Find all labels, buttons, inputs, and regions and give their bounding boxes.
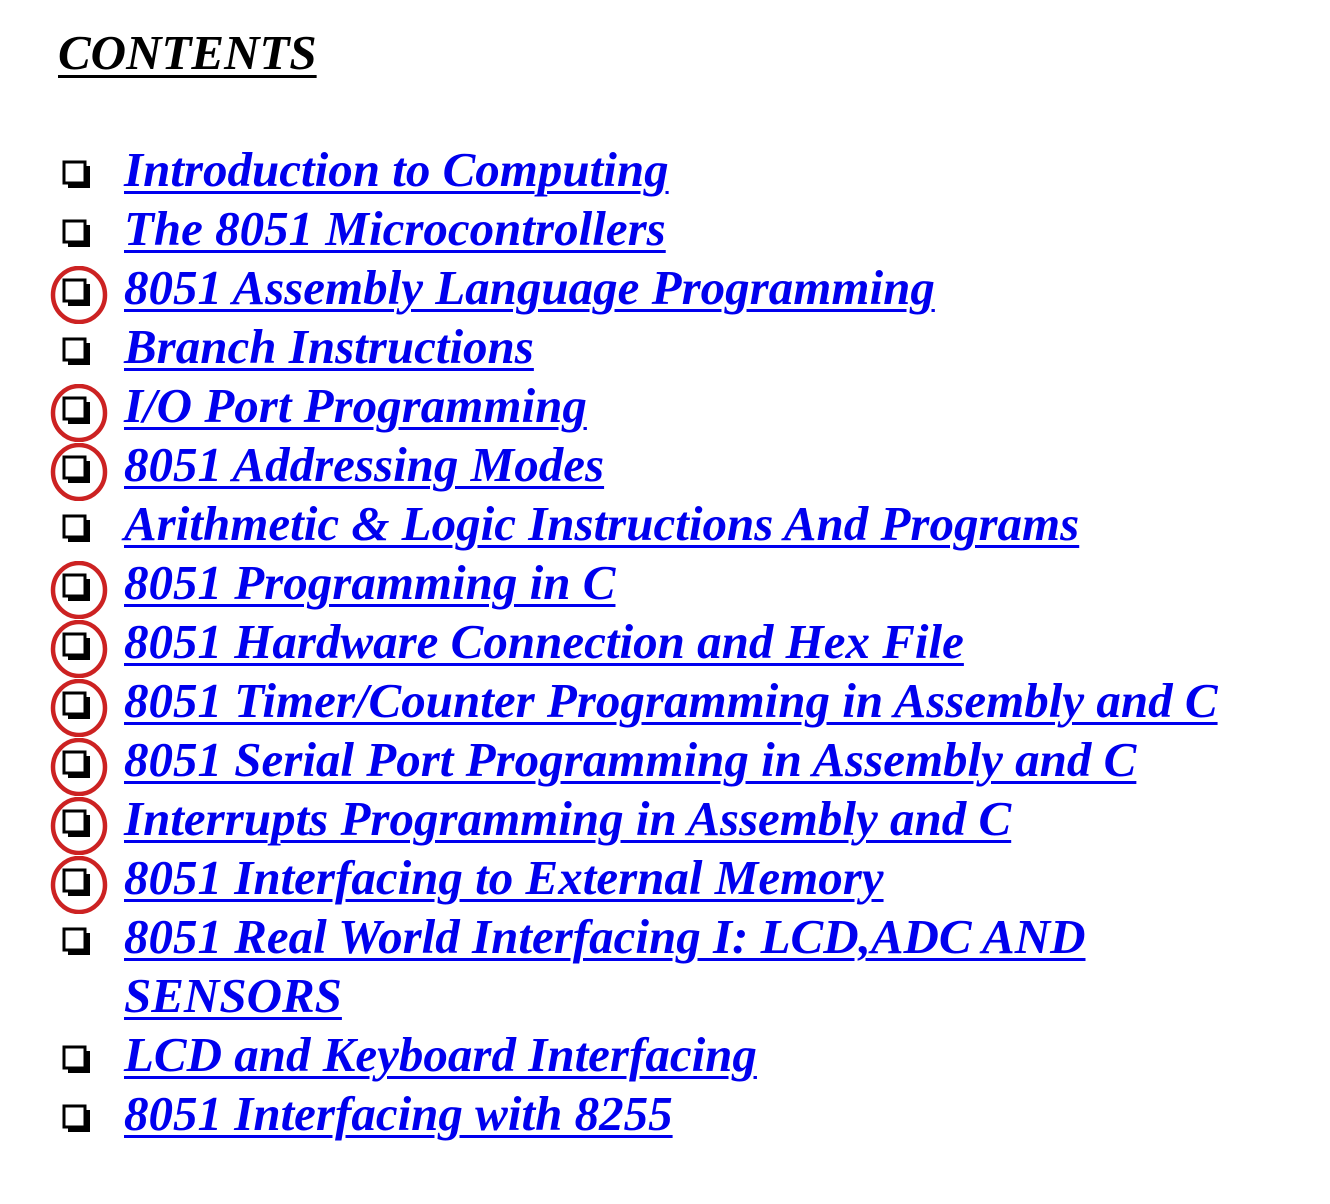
- checkbox-icon: [62, 573, 92, 603]
- red-circle-mark: [50, 856, 108, 914]
- toc-link[interactable]: Arithmetic & Logic Instructions And Prog…: [124, 496, 1080, 551]
- toc-link[interactable]: 8051 Assembly Language Programming: [124, 260, 935, 315]
- toc-item: 8051 Serial Port Programming in Assembly…: [0, 730, 1330, 796]
- red-circle-mark: [50, 443, 108, 501]
- toc-item: 8051 Real World Interfacing I: LCD,ADC A…: [0, 907, 1330, 1025]
- checkbox-icon: [62, 455, 92, 485]
- toc-link[interactable]: 8051 Serial Port Programming in Assembly…: [124, 732, 1137, 787]
- toc-item: 8051 Hardware Connection and Hex File: [0, 612, 1330, 678]
- toc-link[interactable]: Interrupts Programming in Assembly and C: [124, 791, 1012, 846]
- toc-link[interactable]: The 8051 Microcontrollers: [124, 201, 666, 256]
- toc-list: Introduction to Computing The 8051 Microc…: [0, 140, 1330, 1143]
- toc-item: 8051 Addressing Modes: [0, 435, 1330, 501]
- contents-heading: CONTENTS: [58, 25, 317, 80]
- red-circle-mark: [50, 738, 108, 796]
- checkbox-icon: [62, 868, 92, 898]
- checkbox-icon: [62, 750, 92, 780]
- checkbox-icon: [62, 160, 92, 190]
- toc-link[interactable]: Introduction to Computing: [124, 142, 669, 197]
- checkbox-icon: [62, 514, 92, 544]
- toc-link[interactable]: 8051 Interfacing to External Memory: [124, 850, 884, 905]
- toc-item: The 8051 Microcontrollers: [0, 199, 1330, 258]
- toc-link[interactable]: 8051 Timer/Counter Programming in Assemb…: [124, 673, 1218, 728]
- toc-item: Branch Instructions: [0, 317, 1330, 376]
- toc-link[interactable]: 8051 Programming in C: [124, 555, 616, 610]
- toc-link[interactable]: 8051 Interfacing with 8255: [124, 1086, 673, 1141]
- checkbox-icon: [62, 1045, 92, 1075]
- toc-item: I/O Port Programming: [0, 376, 1330, 442]
- checkbox-icon: [62, 1104, 92, 1134]
- red-circle-mark: [50, 561, 108, 619]
- toc-link[interactable]: LCD and Keyboard Interfacing: [124, 1027, 757, 1082]
- toc-link[interactable]: Branch Instructions: [124, 319, 534, 374]
- toc-item: 8051 Interfacing with 8255: [0, 1084, 1330, 1143]
- checkbox-icon: [62, 691, 92, 721]
- checkbox-icon: [62, 278, 92, 308]
- toc-link[interactable]: I/O Port Programming: [124, 378, 587, 433]
- red-circle-mark: [50, 797, 108, 855]
- checkbox-icon: [62, 927, 92, 957]
- checkbox-icon: [62, 632, 92, 662]
- red-circle-mark: [50, 620, 108, 678]
- toc-link[interactable]: 8051 Hardware Connection and Hex File: [124, 614, 964, 669]
- toc-item: Interrupts Programming in Assembly and C: [0, 789, 1330, 855]
- toc-item: Introduction to Computing: [0, 140, 1330, 199]
- red-circle-mark: [50, 679, 108, 737]
- checkbox-icon: [62, 337, 92, 367]
- red-circle-mark: [50, 266, 108, 324]
- toc-item: Arithmetic & Logic Instructions And Prog…: [0, 494, 1330, 553]
- toc-item: 8051 Assembly Language Programming: [0, 258, 1330, 324]
- toc-link[interactable]: 8051 Addressing Modes: [124, 437, 605, 492]
- red-circle-mark: [50, 384, 108, 442]
- checkbox-icon: [62, 396, 92, 426]
- checkbox-icon: [62, 219, 92, 249]
- checkbox-icon: [62, 809, 92, 839]
- toc-item: 8051 Programming in C: [0, 553, 1330, 619]
- toc-item: 8051 Interfacing to External Memory: [0, 848, 1330, 914]
- toc-link[interactable]: 8051 Real World Interfacing I: LCD,ADC A…: [124, 909, 1086, 1023]
- toc-item: LCD and Keyboard Interfacing: [0, 1025, 1330, 1084]
- toc-item: 8051 Timer/Counter Programming in Assemb…: [0, 671, 1330, 737]
